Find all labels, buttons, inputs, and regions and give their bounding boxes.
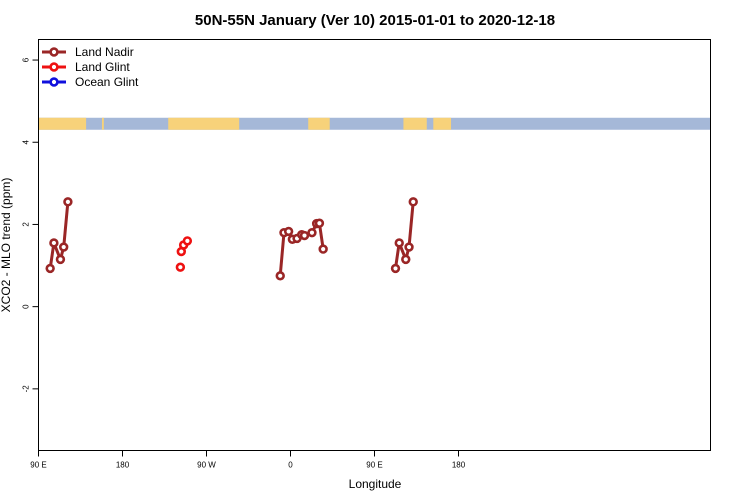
land-nadir-point xyxy=(401,254,411,265)
chart-title: 50N-55N January (Ver 10) 2015-01-01 to 2… xyxy=(195,12,555,29)
plot-area xyxy=(38,39,711,451)
land-nadir-point xyxy=(408,197,418,207)
land-segment xyxy=(403,117,427,130)
x-axis-label: Longitude xyxy=(349,477,402,491)
plot-frame xyxy=(38,39,711,451)
land-nadir-point xyxy=(49,238,59,248)
land-segment xyxy=(433,117,452,130)
land-nadir-point xyxy=(63,197,73,207)
x-tick-label: 180 xyxy=(116,461,130,470)
land-segment xyxy=(168,117,240,130)
y-tick-label: 0 xyxy=(22,304,31,309)
land-nadir-point xyxy=(394,238,404,248)
legend-label-ocean-glint: Ocean Glint xyxy=(75,75,139,89)
legend-label-land-glint: Land Glint xyxy=(75,60,130,74)
land-segment xyxy=(101,117,104,130)
ocean-band xyxy=(39,117,710,130)
legend-label-land-nadir: Land Nadir xyxy=(75,45,134,59)
land-segment xyxy=(38,117,87,130)
y-axis-label: XCO2 - MLO trend (ppm) xyxy=(0,178,13,313)
x-tick-label: 90 W xyxy=(197,461,216,470)
legend-marker-land-glint xyxy=(49,62,59,72)
y-tick-label: 4 xyxy=(22,139,31,144)
x-tick-label: 180 xyxy=(452,461,466,470)
land-ocean-strip xyxy=(38,117,710,130)
land-glint-point xyxy=(175,262,186,272)
land-nadir-point xyxy=(45,263,55,274)
land-nadir-point xyxy=(390,263,401,274)
land-glint-point xyxy=(182,236,193,246)
y-tick-label: -2 xyxy=(22,385,31,393)
land-nadir-point xyxy=(314,218,325,228)
y-axis-ticks: -2 0 2 4 6 xyxy=(22,57,39,392)
land-nadir-point xyxy=(55,254,66,265)
series-layer xyxy=(45,197,418,281)
land-segment xyxy=(308,117,330,130)
y-tick-label: 2 xyxy=(22,222,31,227)
land-nadir-point xyxy=(307,227,317,238)
x-tick-label: 90 E xyxy=(366,461,382,470)
land-nadir-point xyxy=(275,271,285,281)
legend-marker-ocean-glint xyxy=(49,77,59,87)
land-nadir-point xyxy=(58,242,69,252)
x-tick-label: 90 E xyxy=(30,461,46,470)
land-nadir-point xyxy=(283,226,294,237)
land-nadir-point xyxy=(299,230,310,241)
land-nadir-point xyxy=(318,244,328,254)
land-nadir-point xyxy=(404,242,414,252)
legend-marker-land-nadir xyxy=(49,47,59,57)
y-tick-label: 6 xyxy=(22,57,31,62)
x-tick-label: 0 xyxy=(288,461,293,470)
x-axis-ticks: 90 E 180 90 W 0 90 E 180 xyxy=(30,450,466,470)
